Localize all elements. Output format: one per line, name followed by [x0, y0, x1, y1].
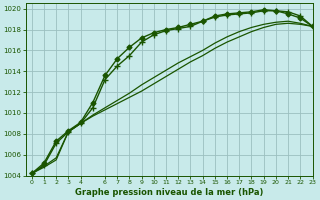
X-axis label: Graphe pression niveau de la mer (hPa): Graphe pression niveau de la mer (hPa) — [75, 188, 263, 197]
